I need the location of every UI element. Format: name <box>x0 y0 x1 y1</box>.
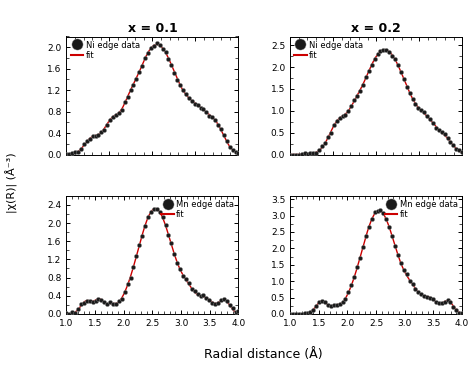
Title: x = 0.2: x = 0.2 <box>351 22 401 35</box>
Legend: Mn edge data, fit: Mn edge data, fit <box>160 198 236 221</box>
Text: |χ(R)| (Å⁻³): |χ(R)| (Å⁻³) <box>6 152 18 213</box>
Title: x = 0.1: x = 0.1 <box>128 22 177 35</box>
Legend: Ni edge data, fit: Ni edge data, fit <box>292 39 365 62</box>
Legend: Mn edge data, fit: Mn edge data, fit <box>383 198 460 221</box>
Text: Radial distance (Å): Radial distance (Å) <box>204 348 322 361</box>
Legend: Ni edge data, fit: Ni edge data, fit <box>69 39 141 62</box>
